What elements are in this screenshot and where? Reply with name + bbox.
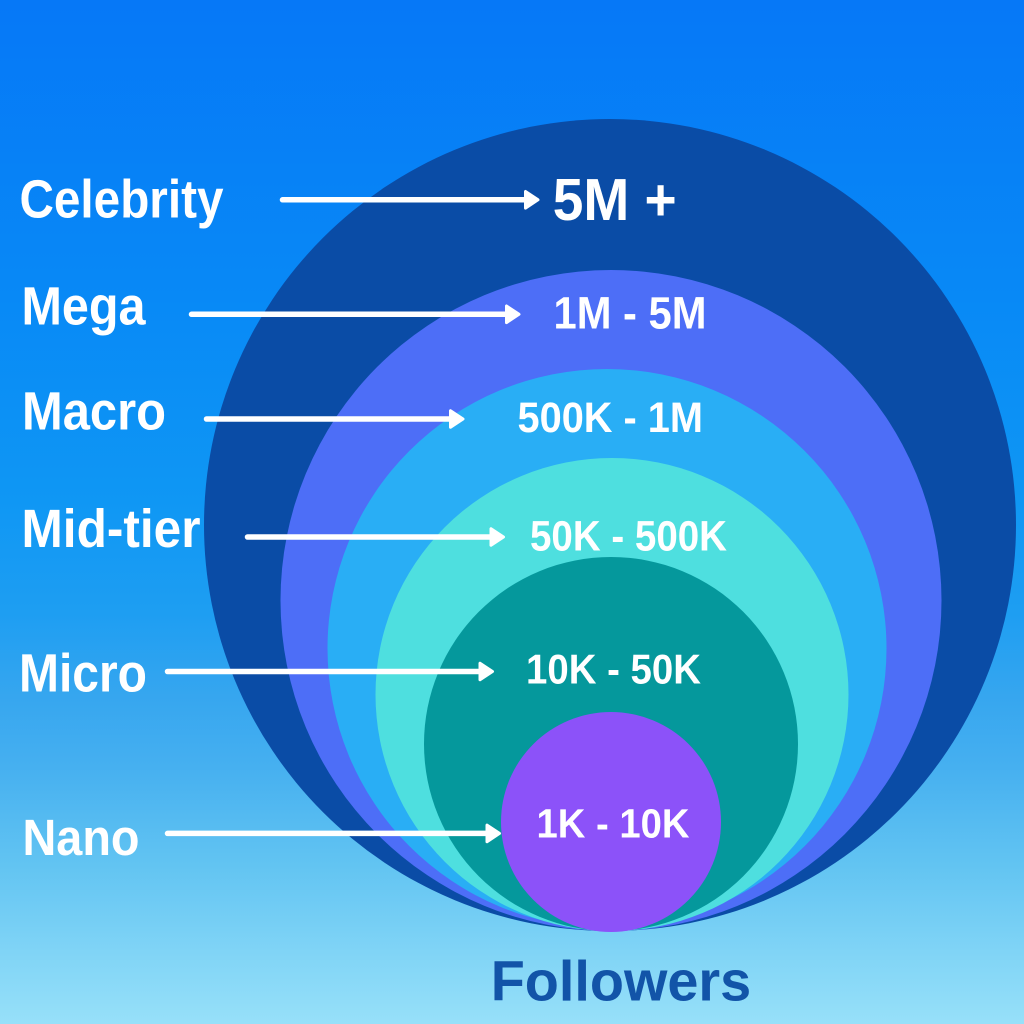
- svg-text:10K - 50K: 10K - 50K: [526, 646, 701, 693]
- svg-text:Macro: Macro: [22, 382, 166, 442]
- svg-text:5M +: 5M +: [553, 167, 677, 233]
- svg-text:Nano: Nano: [23, 809, 140, 866]
- svg-text:500K - 1M: 500K - 1M: [518, 394, 704, 442]
- svg-text:Micro: Micro: [19, 644, 147, 704]
- svg-text:1K - 10K: 1K - 10K: [537, 801, 690, 847]
- svg-text:50K - 500K: 50K - 500K: [530, 512, 727, 560]
- svg-text:Mega: Mega: [22, 277, 147, 337]
- svg-text:Celebrity: Celebrity: [20, 170, 224, 230]
- svg-text:Mid-tier: Mid-tier: [22, 499, 201, 559]
- svg-text:Followers: Followers: [491, 950, 752, 1014]
- svg-text:1M - 5M: 1M - 5M: [554, 288, 707, 339]
